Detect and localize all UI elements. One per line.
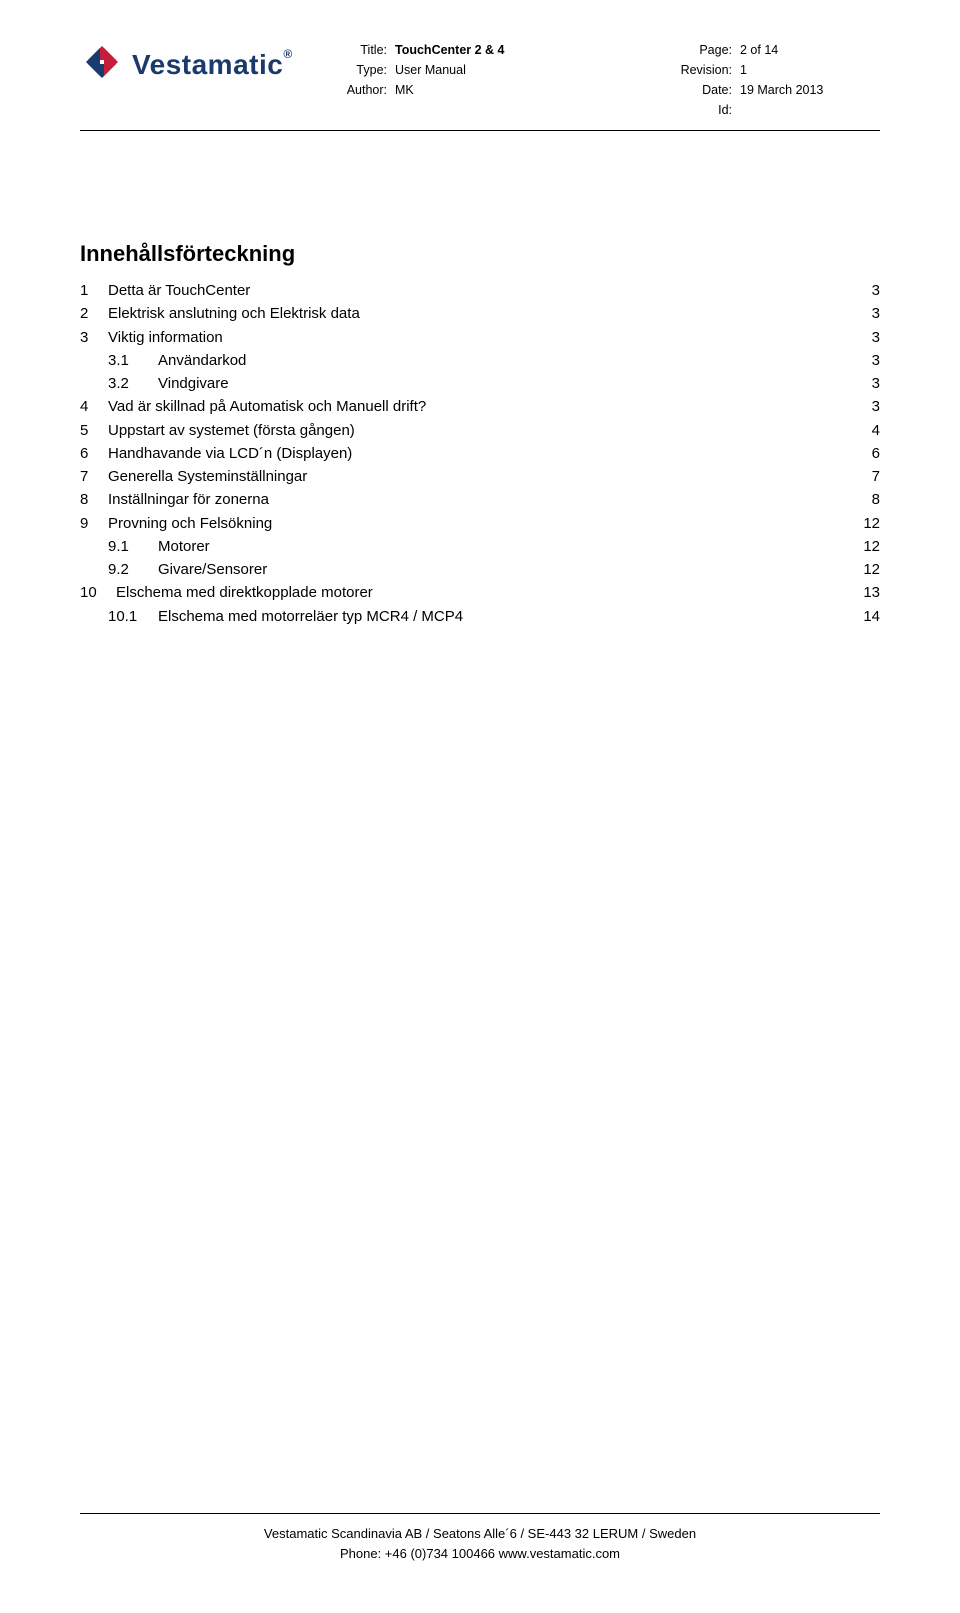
toc-entry-label: Elschema med direktkopplade motorer <box>116 581 373 604</box>
toc-entry: 9.1Motorer 12 <box>80 535 880 558</box>
meta-page-value: 2 of 14 <box>740 40 778 60</box>
toc-entry-label: Elektrisk anslutning och Elektrisk data <box>108 302 360 325</box>
toc-entry-page: 12 <box>858 558 880 581</box>
meta-revision-value: 1 <box>740 60 747 80</box>
header-rule <box>80 130 880 131</box>
meta-id-row: Id: <box>670 100 880 120</box>
toc-entry-number: 1 <box>80 279 108 302</box>
toc-entry-page: 7 <box>858 465 880 488</box>
logo-trademark: ® <box>283 47 292 61</box>
footer-rule <box>80 1513 880 1514</box>
meta-revision-label: Revision: <box>670 60 740 80</box>
meta-title-label: Title: <box>340 40 395 60</box>
document-page: Vestamatic® Title: TouchCenter 2 & 4 Typ… <box>0 0 960 1613</box>
meta-date-value: 19 March 2013 <box>740 80 823 100</box>
header-meta-right: Page: 2 of 14 Revision: 1 Date: 19 March… <box>670 40 880 120</box>
toc-entry-page: 12 <box>858 512 880 535</box>
toc-entry-label: Användarkod <box>158 349 246 372</box>
meta-title-value: TouchCenter 2 & 4 <box>395 40 505 60</box>
toc-entry-page: 14 <box>858 605 880 628</box>
toc-entry: 3.1Användarkod 3 <box>80 349 880 372</box>
toc-title: Innehållsförteckning <box>80 241 880 267</box>
toc-entry-page: 6 <box>858 442 880 465</box>
toc-entry-number: 7 <box>80 465 108 488</box>
toc-entry-page: 3 <box>858 302 880 325</box>
toc-entry-label: Detta är TouchCenter <box>108 279 250 302</box>
toc-entry-label: Viktig information <box>108 326 223 349</box>
meta-author-row: Author: MK <box>340 80 670 100</box>
toc-entry-page: 3 <box>858 372 880 395</box>
footer-line-2: Phone: +46 (0)734 100466 www.vestamatic.… <box>80 1544 880 1564</box>
toc-entry-label: Elschema med motorreläer typ MCR4 / MCP4 <box>158 605 463 628</box>
page-footer: Vestamatic Scandinavia AB / Seatons Alle… <box>80 1513 880 1563</box>
toc-entry-label: Motorer <box>158 535 210 558</box>
toc-entry-number: 9.1 <box>80 535 158 558</box>
toc-entry-page: 8 <box>858 488 880 511</box>
meta-author-value: MK <box>395 80 414 100</box>
toc-entry-number: 10 <box>80 581 116 604</box>
toc-entry: 7Generella Systeminställningar7 <box>80 465 880 488</box>
toc-entry: 9Provning och Felsökning 12 <box>80 512 880 535</box>
toc-entry-page: 3 <box>858 326 880 349</box>
page-content: Innehållsförteckning 1Detta är TouchCent… <box>80 241 880 628</box>
toc-entry-label: Inställningar för zonerna <box>108 488 269 511</box>
meta-id-label: Id: <box>670 100 740 120</box>
toc-entry-page: 3 <box>858 349 880 372</box>
meta-title-row: Title: TouchCenter 2 & 4 <box>340 40 670 60</box>
toc-entry-number: 3.2 <box>80 372 158 395</box>
toc-entry-number: 9.2 <box>80 558 158 581</box>
page-header: Vestamatic® Title: TouchCenter 2 & 4 Typ… <box>80 40 880 120</box>
table-of-contents: 1Detta är TouchCenter32Elektrisk anslutn… <box>80 279 880 628</box>
toc-entry-number: 5 <box>80 419 108 442</box>
toc-entry-page: 12 <box>858 535 880 558</box>
toc-entry: 5Uppstart av systemet (första gången) 4 <box>80 419 880 442</box>
meta-page-row: Page: 2 of 14 <box>670 40 880 60</box>
toc-entry-number: 9 <box>80 512 108 535</box>
toc-entry: 10.1Elschema med motorreläer typ MCR4 / … <box>80 605 880 628</box>
meta-author-label: Author: <box>340 80 395 100</box>
toc-entry: 10Elschema med direktkopplade motorer 13 <box>80 581 880 604</box>
company-name: Vestamatic® <box>132 49 293 81</box>
toc-entry: 3.2Vindgivare 3 <box>80 372 880 395</box>
header-meta-center: Title: TouchCenter 2 & 4 Type: User Manu… <box>340 40 670 100</box>
toc-entry-page: 4 <box>858 419 880 442</box>
meta-date-row: Date: 19 March 2013 <box>670 80 880 100</box>
toc-entry: 1Detta är TouchCenter 3 <box>80 279 880 302</box>
toc-entry: 4Vad är skillnad på Automatisk och Manue… <box>80 395 880 418</box>
meta-type-row: Type: User Manual <box>340 60 670 80</box>
toc-entry-label: Vad är skillnad på Automatisk och Manuel… <box>108 395 426 418</box>
toc-entry-label: Vindgivare <box>158 372 229 395</box>
toc-entry-number: 3 <box>80 326 108 349</box>
toc-entry: 8Inställningar för zonerna8 <box>80 488 880 511</box>
toc-entry: 3Viktig information3 <box>80 326 880 349</box>
toc-entry-number: 6 <box>80 442 108 465</box>
meta-revision-row: Revision: 1 <box>670 60 880 80</box>
toc-entry-label: Givare/Sensorer <box>158 558 267 581</box>
meta-type-label: Type: <box>340 60 395 80</box>
vestamatic-logo-icon <box>80 40 124 89</box>
toc-entry-page: 3 <box>858 395 880 418</box>
meta-page-label: Page: <box>670 40 740 60</box>
toc-entry-label: Uppstart av systemet (första gången) <box>108 419 355 442</box>
logo-text-value: Vestamatic <box>132 49 283 80</box>
toc-entry-page: 3 <box>858 279 880 302</box>
footer-line-1: Vestamatic Scandinavia AB / Seatons Alle… <box>80 1524 880 1544</box>
toc-entry-number: 8 <box>80 488 108 511</box>
toc-entry: 2Elektrisk anslutning och Elektrisk data… <box>80 302 880 325</box>
toc-entry-number: 4 <box>80 395 108 418</box>
toc-entry: 9.2Givare/Sensorer 12 <box>80 558 880 581</box>
toc-entry-number: 3.1 <box>80 349 158 372</box>
company-logo: Vestamatic® <box>80 40 340 89</box>
toc-entry: 6Handhavande via LCD´n (Displayen)6 <box>80 442 880 465</box>
toc-entry-label: Handhavande via LCD´n (Displayen) <box>108 442 352 465</box>
meta-date-label: Date: <box>670 80 740 100</box>
toc-entry-page: 13 <box>858 581 880 604</box>
meta-type-value: User Manual <box>395 60 466 80</box>
toc-entry-label: Generella Systeminställningar <box>108 465 307 488</box>
toc-entry-number: 10.1 <box>80 605 158 628</box>
toc-entry-number: 2 <box>80 302 108 325</box>
toc-entry-label: Provning och Felsökning <box>108 512 272 535</box>
